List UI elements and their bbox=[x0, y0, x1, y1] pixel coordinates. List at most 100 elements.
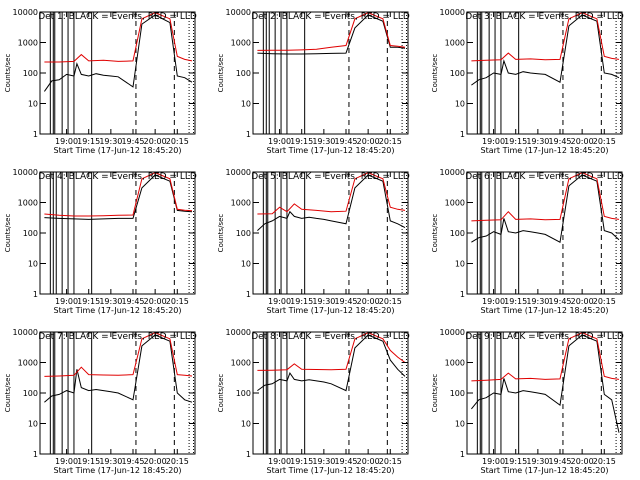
y-tick-label: 100 bbox=[236, 389, 251, 398]
x-axis-label: Start Time (17-Jun-12 18:45:20) bbox=[54, 306, 182, 315]
x-tick-label: 20:15 bbox=[593, 297, 616, 306]
series-line-lld bbox=[257, 12, 406, 51]
x-tick-label: 19:15 bbox=[290, 457, 313, 466]
y-tick-label: 1 bbox=[460, 130, 465, 139]
y-axis-label: Counts/sec bbox=[4, 374, 12, 413]
y-tick-label: 10 bbox=[28, 100, 38, 109]
x-tick-label: 19:45 bbox=[548, 137, 571, 146]
series-line-events bbox=[44, 174, 193, 220]
x-tick-label: 19:45 bbox=[121, 137, 144, 146]
plot-frame bbox=[252, 331, 409, 455]
x-axis-label: Start Time (17-Jun-12 18:45:20) bbox=[54, 146, 182, 155]
x-tick-label: 19:30 bbox=[99, 297, 122, 306]
x-tick-label: 19:30 bbox=[99, 137, 122, 146]
x-axis-label: Start Time (17-Jun-12 18:45:20) bbox=[481, 146, 609, 155]
x-tick-label: 20:00 bbox=[144, 457, 167, 466]
x-axis-label: Start Time (17-Jun-12 18:45:20) bbox=[481, 306, 609, 315]
y-axis-label: Counts/sec bbox=[4, 54, 12, 93]
y-tick-label: 10 bbox=[28, 420, 38, 429]
series-line-lld bbox=[257, 172, 406, 215]
chart-panel-9: 1 10 100 1000 10000 19:00 19:15 19:30 19:45 20:00… bbox=[431, 328, 624, 475]
chart-panel-4: 1 10 100 1000 10000 19:00 19:15 19:30 19:45 20:00… bbox=[4, 168, 197, 315]
chart-title: Det 4: BLACK = Events, RED = LLD bbox=[38, 172, 197, 182]
x-tick-label: 20:00 bbox=[571, 457, 594, 466]
y-tick-label: 10 bbox=[241, 420, 251, 429]
x-tick-label: 20:15 bbox=[379, 137, 402, 146]
x-tick-label: 20:00 bbox=[571, 137, 594, 146]
y-axis-label: Counts/sec bbox=[217, 374, 225, 413]
x-tick-label: 20:00 bbox=[357, 137, 380, 146]
x-tick-label: 19:00 bbox=[482, 457, 505, 466]
y-tick-label: 1 bbox=[33, 450, 38, 459]
y-tick-label: 1000 bbox=[445, 359, 465, 368]
x-axis-label: Start Time (17-Jun-12 18:45:20) bbox=[267, 146, 395, 155]
y-tick-label: 100 bbox=[450, 69, 465, 78]
y-axis-label: Counts/sec bbox=[4, 214, 12, 253]
chart-panel-5: 1 10 100 1000 10000 19:00 19:15 19:30 19:45 20:00… bbox=[217, 168, 410, 315]
y-tick-label: 10 bbox=[455, 420, 465, 429]
series-line-lld bbox=[471, 12, 620, 62]
x-tick-label: 20:15 bbox=[166, 137, 189, 146]
chart-title: Det 7: BLACK = Events, RED = LLD bbox=[38, 332, 197, 342]
y-tick-label: 1 bbox=[246, 290, 251, 299]
series-line-events bbox=[43, 14, 193, 92]
x-tick-label: 19:45 bbox=[548, 457, 571, 466]
y-tick-label: 1000 bbox=[445, 199, 465, 208]
y-tick-label: 1 bbox=[33, 130, 38, 139]
chart-panel-1: 1 10 100 1000 10000 19:00 19:15 19:30 19:45 20:00… bbox=[4, 8, 197, 155]
x-tick-label: 20:15 bbox=[379, 457, 402, 466]
chart-title: Det 5: BLACK = Events, RED = LLD bbox=[251, 172, 410, 182]
y-tick-label: 10000 bbox=[13, 8, 38, 17]
y-tick-label: 10000 bbox=[440, 328, 465, 337]
y-tick-label: 10000 bbox=[440, 168, 465, 177]
series-line-events bbox=[257, 14, 406, 55]
series-line-lld bbox=[44, 12, 193, 63]
x-tick-label: 19:30 bbox=[526, 457, 549, 466]
y-tick-label: 1000 bbox=[231, 39, 251, 48]
series-line-events bbox=[257, 334, 406, 392]
x-tick-label: 19:00 bbox=[268, 457, 291, 466]
y-tick-label: 100 bbox=[450, 229, 465, 238]
y-tick-label: 1000 bbox=[445, 39, 465, 48]
x-tick-label: 20:00 bbox=[357, 457, 380, 466]
x-tick-label: 19:15 bbox=[504, 137, 527, 146]
y-tick-label: 100 bbox=[23, 229, 38, 238]
x-tick-label: 19:30 bbox=[526, 137, 549, 146]
chart-panel-8: 1 10 100 1000 10000 19:00 19:15 19:30 19:45 20:00… bbox=[217, 328, 410, 475]
y-tick-label: 100 bbox=[236, 229, 251, 238]
series-line-events bbox=[471, 174, 620, 243]
x-tick-label: 19:45 bbox=[548, 297, 571, 306]
series-line-events bbox=[471, 334, 620, 433]
y-tick-label: 100 bbox=[450, 389, 465, 398]
plot-frame bbox=[252, 11, 409, 135]
x-tick-label: 19:15 bbox=[77, 137, 100, 146]
y-tick-label: 10000 bbox=[226, 168, 251, 177]
y-tick-label: 10000 bbox=[440, 8, 465, 17]
y-tick-label: 1 bbox=[246, 450, 251, 459]
series-line-events bbox=[257, 174, 406, 231]
series-line-events bbox=[471, 14, 620, 86]
y-axis-label: Counts/sec bbox=[217, 54, 225, 93]
x-tick-label: 19:15 bbox=[290, 137, 313, 146]
chart-title: Det 6: BLACK = Events, RED = LLD bbox=[465, 172, 624, 182]
y-tick-label: 1000 bbox=[18, 39, 38, 48]
x-axis-label: Start Time (17-Jun-12 18:45:20) bbox=[267, 466, 395, 475]
x-tick-label: 19:15 bbox=[504, 297, 527, 306]
y-tick-label: 10000 bbox=[13, 168, 38, 177]
series-line-lld bbox=[471, 172, 620, 222]
y-tick-label: 1000 bbox=[18, 199, 38, 208]
x-tick-label: 19:45 bbox=[121, 457, 144, 466]
y-axis-label: Counts/sec bbox=[431, 54, 439, 93]
x-tick-label: 20:15 bbox=[593, 457, 616, 466]
x-tick-label: 19:15 bbox=[77, 297, 100, 306]
x-tick-label: 19:00 bbox=[268, 297, 291, 306]
x-tick-label: 19:45 bbox=[334, 457, 357, 466]
chart-title: Det 2: BLACK = Events, RED = LLD bbox=[251, 12, 410, 22]
y-tick-label: 1 bbox=[460, 290, 465, 299]
y-tick-label: 10000 bbox=[226, 8, 251, 17]
chart-title: Det 1: BLACK = Events, RED = LLD bbox=[38, 12, 197, 22]
x-tick-label: 19:15 bbox=[77, 457, 100, 466]
chart-title: Det 8: BLACK = Events, RED = LLD bbox=[251, 332, 410, 342]
y-tick-label: 1 bbox=[246, 130, 251, 139]
